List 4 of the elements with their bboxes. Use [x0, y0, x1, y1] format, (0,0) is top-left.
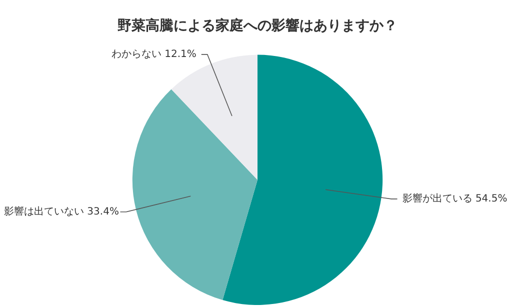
- chart-title: 野菜高騰による家庭への影響はありますか？: [118, 17, 398, 34]
- slice-label: 影響は出ていない 33.4%: [4, 205, 119, 218]
- slice-label: わからない 12.1%: [111, 49, 196, 60]
- slice-label: 影響が出ている 54.5%: [402, 192, 508, 205]
